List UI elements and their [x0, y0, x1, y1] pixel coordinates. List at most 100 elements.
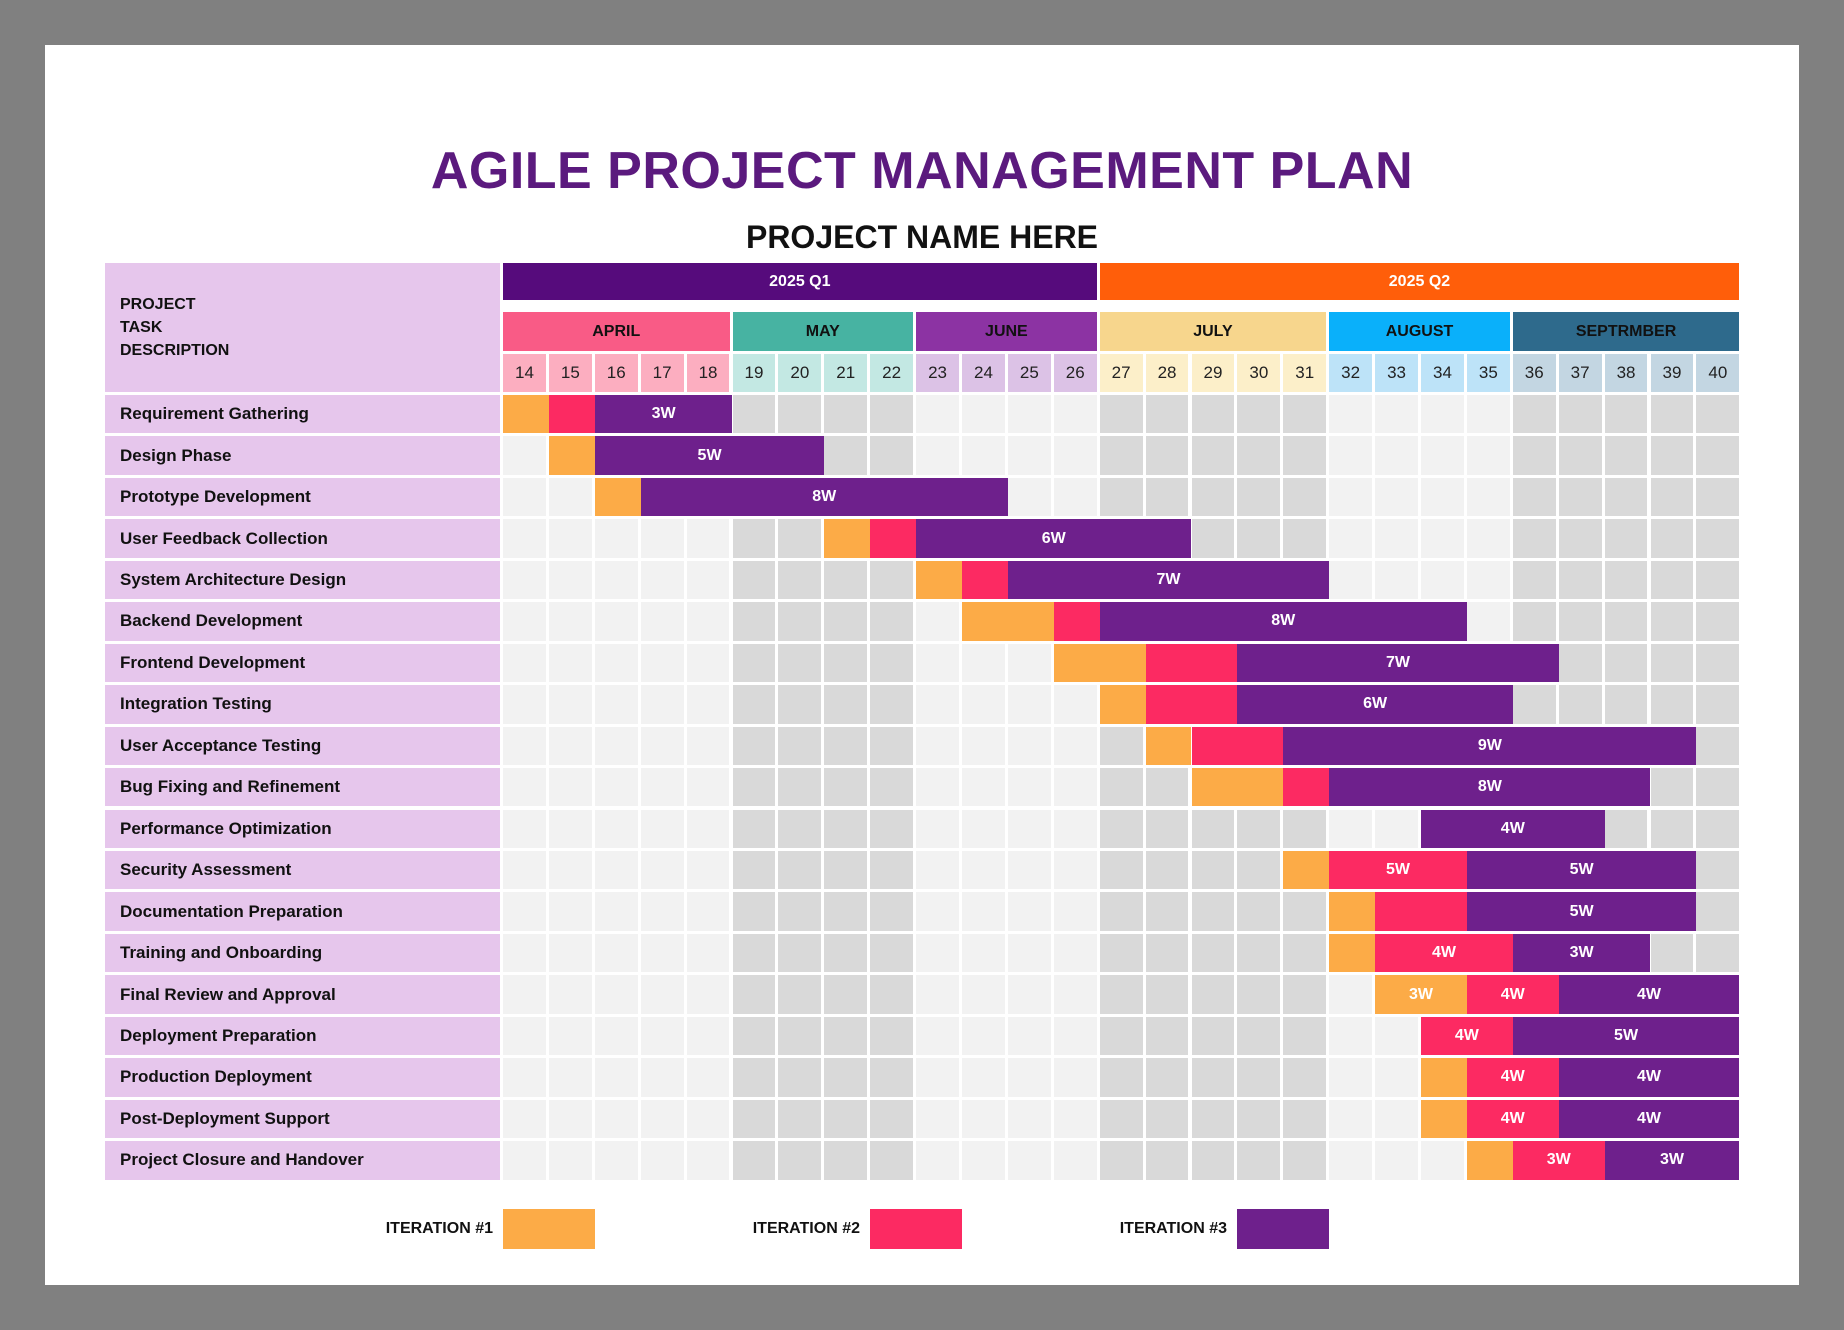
task-bar-iteration-2	[870, 519, 917, 558]
grid-cell	[916, 892, 959, 931]
grid-cell	[1558, 519, 1602, 558]
grid-cell	[1145, 436, 1189, 475]
grid-cell	[1650, 685, 1694, 724]
grid-cell	[1375, 477, 1418, 517]
grid-cell	[1053, 1058, 1097, 1097]
grid-cell	[1329, 477, 1373, 517]
grid-cell	[778, 1058, 822, 1097]
grid-cell	[1650, 933, 1694, 973]
grid-cell	[1283, 933, 1327, 973]
task-bar-iteration-2: 4W	[1466, 1099, 1559, 1139]
task-label: Integration Testing	[105, 685, 500, 724]
grid-cell	[1696, 892, 1740, 931]
grid-cell	[1007, 892, 1051, 931]
grid-cell	[1145, 892, 1189, 931]
week-number: 19	[732, 354, 776, 392]
grid-cell	[1558, 685, 1602, 724]
grid-cell	[1421, 436, 1464, 475]
grid-cell	[1283, 1099, 1327, 1139]
grid-cell	[1053, 975, 1097, 1014]
grid-cell	[962, 395, 1005, 434]
grid-cell	[1329, 1058, 1373, 1097]
task-label: Documentation Preparation	[105, 892, 500, 931]
grid-cell	[962, 1141, 1005, 1180]
grid-cell	[916, 395, 959, 434]
week-number: 34	[1421, 354, 1464, 392]
grid-cell	[1007, 975, 1051, 1014]
grid-cell	[1007, 436, 1051, 475]
grid-cell	[870, 1141, 914, 1180]
grid-cell	[1283, 975, 1327, 1014]
grid-cell	[1375, 519, 1418, 558]
grid-cell	[640, 933, 684, 973]
week-number: 38	[1604, 354, 1648, 392]
grid-cell	[732, 809, 776, 848]
grid-cell	[548, 685, 592, 724]
grid-cell	[778, 726, 822, 766]
task-label: Post-Deployment Support	[105, 1099, 500, 1139]
grid-cell	[548, 1099, 592, 1139]
week-number: 26	[1053, 354, 1097, 392]
grid-cell	[824, 560, 868, 600]
grid-cell	[548, 1016, 592, 1056]
grid-cell	[962, 975, 1005, 1014]
grid-cell	[548, 477, 592, 517]
task-bar-iteration-3: 5W	[1512, 1016, 1740, 1056]
grid-cell	[548, 975, 592, 1014]
grid-cell	[916, 1099, 959, 1139]
grid-cell	[1145, 975, 1189, 1014]
grid-cell	[686, 726, 730, 766]
grid-cell	[548, 1058, 592, 1097]
grid-cell	[686, 519, 730, 558]
grid-cell	[916, 1016, 959, 1056]
grid-cell	[1053, 933, 1097, 973]
grid-cell	[686, 975, 730, 1014]
task-bar-iteration-1	[824, 519, 871, 558]
grid-cell	[503, 726, 546, 766]
grid-cell	[870, 850, 914, 890]
grid-cell	[1099, 395, 1143, 434]
grid-cell	[640, 560, 684, 600]
grid-cell	[1099, 809, 1143, 848]
grid-cell	[1650, 395, 1694, 434]
task-bar-iteration-3: 8W	[640, 477, 1008, 517]
grid-cell	[824, 975, 868, 1014]
task-bar-iteration-1	[1099, 685, 1146, 724]
grid-cell	[1466, 519, 1510, 558]
grid-cell	[1053, 726, 1097, 766]
grid-cell	[916, 602, 959, 641]
grid-cell	[1375, 1141, 1418, 1180]
grid-cell	[686, 602, 730, 641]
grid-cell	[1650, 809, 1694, 848]
grid-cell	[732, 519, 776, 558]
grid-cell	[824, 933, 868, 973]
grid-cell	[1696, 809, 1740, 848]
grid-cell	[503, 519, 546, 558]
grid-cell	[1237, 975, 1281, 1014]
month-header: SEPTRMBER	[1512, 312, 1740, 351]
header-line-description: DESCRIPTION	[120, 342, 230, 359]
grid-cell	[1237, 1058, 1281, 1097]
grid-cell	[1191, 892, 1235, 931]
grid-cell	[962, 685, 1005, 724]
task-bar-iteration-2	[1053, 602, 1100, 641]
task-bar-iteration-2	[1375, 892, 1467, 931]
grid-cell	[1696, 768, 1740, 807]
week-number: 16	[594, 354, 638, 392]
grid-cell	[870, 560, 914, 600]
grid-cell	[732, 685, 776, 724]
grid-cell	[1604, 560, 1648, 600]
grid-cell	[1191, 477, 1235, 517]
grid-cell	[778, 975, 822, 1014]
week-number: 24	[962, 354, 1005, 392]
grid-cell	[962, 1016, 1005, 1056]
project-name: PROJECT NAME HERE	[745, 219, 1099, 255]
task-label: Design Phase	[105, 436, 500, 475]
grid-cell	[916, 850, 959, 890]
task-bar-iteration-3: 9W	[1283, 726, 1697, 766]
grid-cell	[1558, 602, 1602, 641]
grid-cell	[1375, 1099, 1418, 1139]
grid-cell	[778, 519, 822, 558]
grid-cell	[1145, 477, 1189, 517]
grid-cell	[1604, 477, 1648, 517]
